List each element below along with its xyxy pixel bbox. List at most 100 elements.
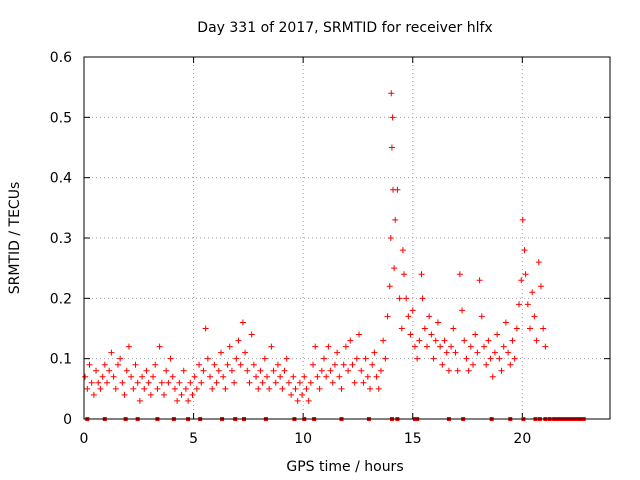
data-point [143,367,150,374]
data-point [268,343,275,350]
data-point [305,397,312,404]
data-point [156,343,163,350]
data-point [274,361,281,368]
data-point [403,295,410,302]
data-point [452,349,459,356]
data-point [312,343,319,350]
data-point [178,391,185,398]
data-point [414,355,421,362]
data-point [220,373,227,380]
data-point [392,216,399,223]
data-point [198,379,205,386]
data-point [257,367,264,374]
data-point [331,361,338,368]
data-point [396,295,403,302]
data-point [180,367,187,374]
data-point [439,361,446,368]
data-point [182,385,189,392]
data-point [358,367,365,374]
data-point [125,343,132,350]
data-point [527,325,534,332]
data-point [209,385,216,392]
y-tick-label: 0.1 [50,352,72,368]
x-tick-label: 0 [80,431,89,447]
data-point [279,385,286,392]
y-tick-label: 0.5 [50,110,72,126]
data-point [540,325,547,332]
data-point [388,144,395,151]
data-point [489,373,496,380]
data-point [145,379,152,386]
data-point [505,349,512,356]
data-point [362,355,369,362]
data-point [386,283,393,290]
data-point [369,361,376,368]
data-point [377,367,384,374]
data-point [299,391,306,398]
data-point [281,367,288,374]
data-point [394,186,401,193]
data-point [222,385,229,392]
y-tick-label: 0 [63,412,72,428]
data-point [487,355,494,362]
data-point [231,379,238,386]
data-point [382,355,389,362]
data-point [301,373,308,380]
data-point [360,379,367,386]
tick-layer: 0 0.1 0.2 0.3 0.4 0.5 0.6 0 5 10 15 20 [50,50,610,447]
data-point [93,367,100,374]
data-point [459,307,466,314]
data-point [516,301,523,308]
chart-title: Day 331 of 2017, SRMTID for receiver hlf… [197,20,492,36]
data-point [445,367,452,374]
y-tick-label: 0.6 [50,50,72,66]
data-point [529,289,536,296]
data-point [310,361,317,368]
data-point [202,325,209,332]
data-point [86,361,93,368]
data-point [391,265,398,272]
data-point [253,373,260,380]
data-point [400,271,407,278]
data-point [158,379,165,386]
data-point [110,373,117,380]
data-point [255,385,262,392]
data-point [128,373,135,380]
data-point [542,343,549,350]
data-point [97,385,104,392]
data-point [465,367,472,374]
data-point [169,373,176,380]
x-tick-label: 20 [513,431,531,447]
data-point [288,391,295,398]
data-point [345,367,352,374]
data-point [104,379,111,386]
data-point [448,343,455,350]
data-point [437,343,444,350]
data-point [537,283,544,290]
data-point [353,355,360,362]
data-point [340,361,347,368]
data-point [163,367,170,374]
y-tick-label: 0.3 [50,231,72,247]
data-point [434,319,441,326]
data-point [521,247,528,254]
data-point [174,397,181,404]
data-point [480,343,487,350]
data-point [494,331,501,338]
data-point [336,373,343,380]
data-point [411,343,418,350]
data-point [478,313,485,320]
data-point [323,373,330,380]
data-point [421,325,428,332]
plot-frame [83,56,611,420]
data-point [502,319,509,326]
data-point [171,385,178,392]
data-point [165,379,172,386]
data-point [496,355,503,362]
data-point [235,337,242,344]
data-point [456,271,463,278]
data-point [261,355,268,362]
data-point [318,367,325,374]
data-point [154,385,161,392]
data-point [426,313,433,320]
